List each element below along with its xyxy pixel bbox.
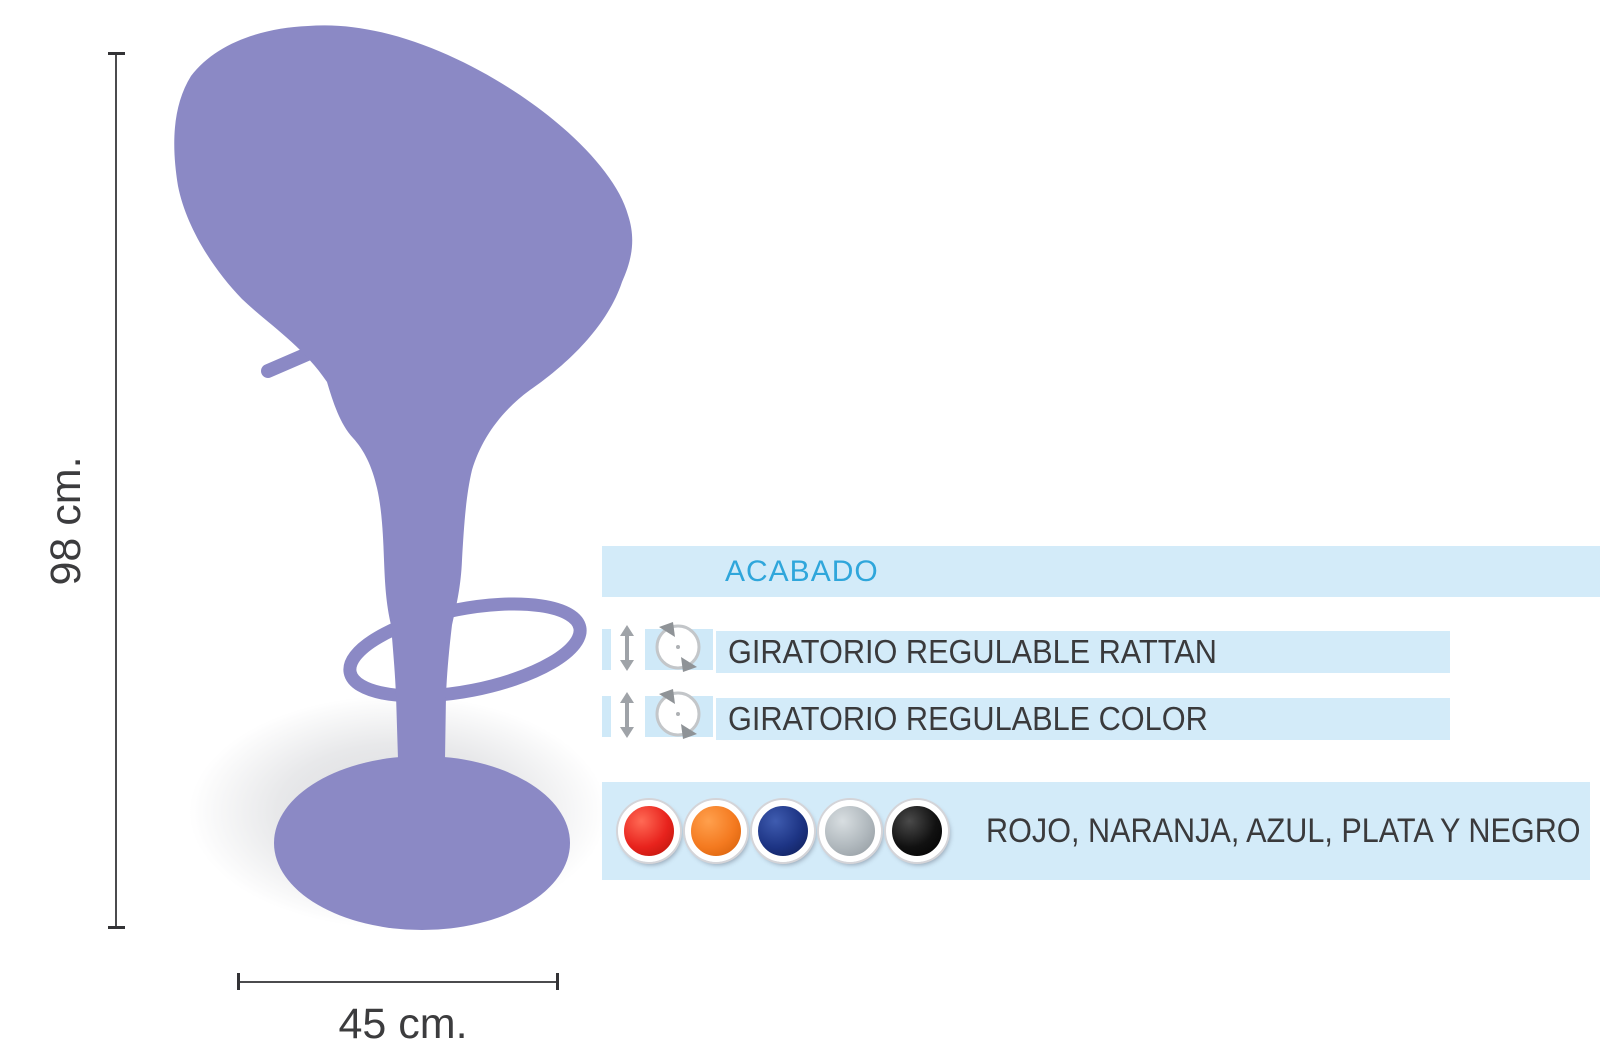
width-dimension-line [238, 981, 558, 983]
swivel-icon [655, 689, 701, 739]
stool-base [274, 756, 570, 930]
width-dimension-right-tick [556, 973, 559, 990]
height-dimension-line [115, 53, 117, 928]
stool-footrest-ring [343, 597, 587, 703]
finish-row-label: GIRATORIO REGULABLE COLOR [728, 700, 1208, 737]
swivel-icon [655, 622, 701, 672]
color-swatch-naranja [685, 800, 747, 862]
height-dimension-top-tick [108, 52, 125, 55]
row-left-strip [602, 629, 611, 670]
colors-band: ROJO, NARANJA, AZUL, PLATA Y NEGRO [602, 782, 1590, 880]
color-swatch-plata [819, 800, 881, 862]
finish-header-band: ACABADO [602, 546, 1600, 597]
finish-row: GIRATORIO REGULABLE COLOR [716, 698, 1450, 740]
color-swatch-azul [752, 800, 814, 862]
width-dimension-left-tick [237, 973, 240, 990]
height-adjust-icon [620, 625, 634, 671]
stool-seat-and-column [174, 25, 633, 759]
height-adjust-icon [620, 692, 634, 738]
colors-label: ROJO, NARANJA, AZUL, PLATA Y NEGRO [986, 811, 1581, 850]
color-swatch-negro [886, 800, 948, 862]
row-left-strip [602, 696, 611, 737]
finish-header-label: ACABADO [725, 554, 879, 588]
height-dimension-label: 98 cm. [42, 456, 90, 586]
height-dimension-bottom-tick [108, 926, 125, 929]
stool-lever [261, 345, 319, 378]
width-dimension-label: 45 cm. [338, 1000, 468, 1046]
finish-row: GIRATORIO REGULABLE RATTAN [716, 631, 1450, 673]
color-swatch-row [618, 800, 953, 862]
color-swatch-rojo [618, 800, 680, 862]
finish-row-label: GIRATORIO REGULABLE RATTAN [728, 633, 1217, 670]
